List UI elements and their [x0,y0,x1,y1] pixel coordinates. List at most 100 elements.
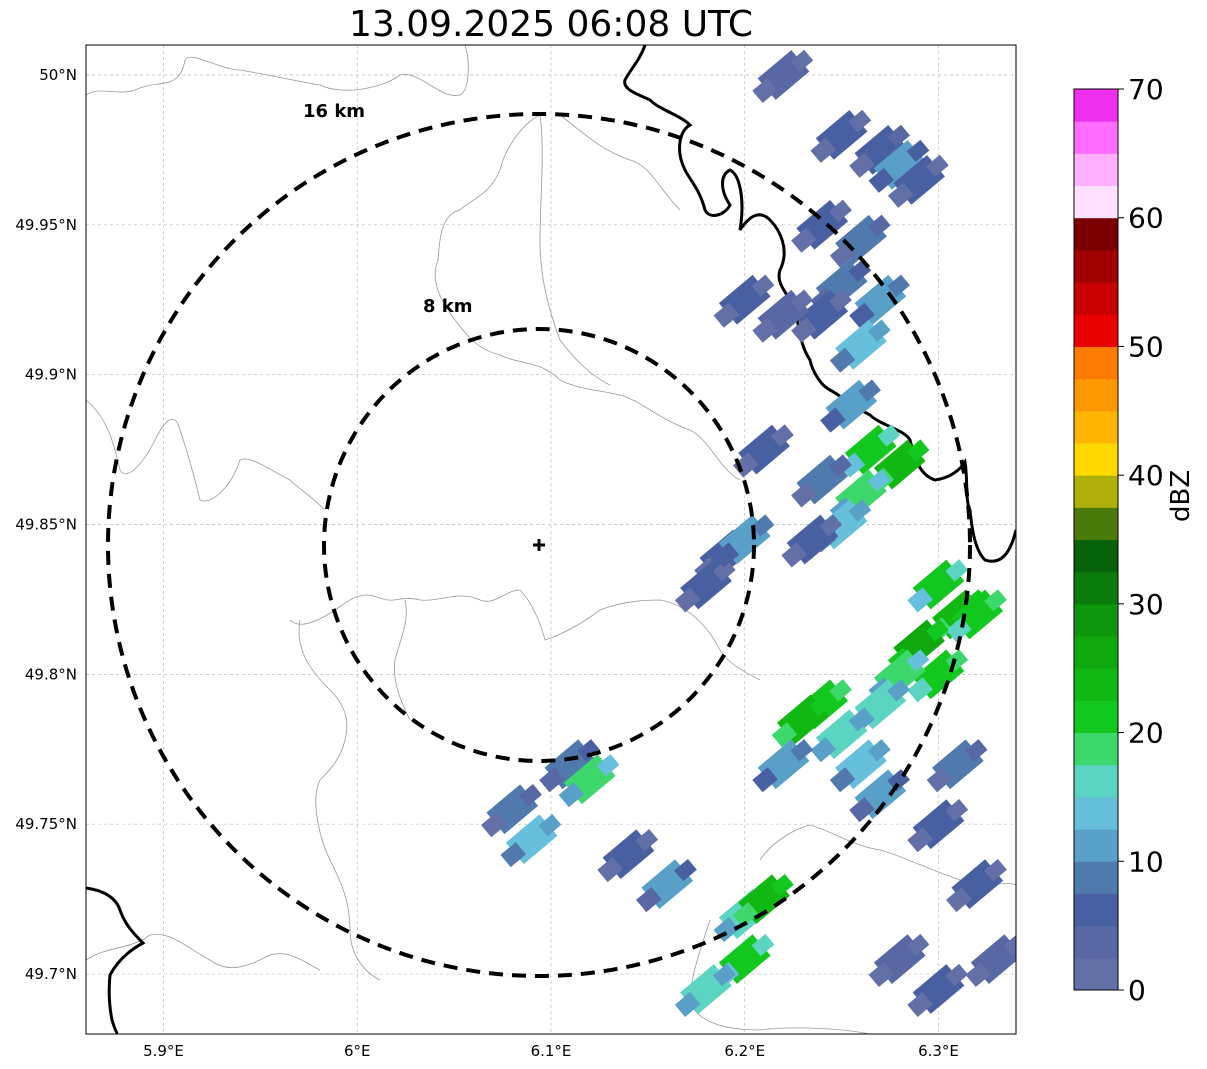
radar-echo-edge [781,542,807,568]
radar-echo-edge [810,737,837,763]
radar-echo-cell [732,424,794,478]
radar-echo-edge [674,858,697,882]
colorbar-label: dBZ [1166,469,1196,522]
colorbar-segment [1074,603,1118,637]
radar-echo-edge [848,499,872,522]
radar-echo-edge [906,439,930,462]
range-ring-16km [106,112,972,978]
radar-echo-cell [868,139,930,193]
colorbar-tick-label: 10 [1128,845,1164,878]
colorbar-segment [1074,507,1118,540]
radar-echo-edge [848,709,872,732]
lat-tick-label: 50°N [39,66,77,84]
colorbar-segment [1074,442,1118,476]
radar-echo-edge [829,242,856,268]
radar-echo-edge [770,424,794,447]
radar-echo-cell [839,424,901,478]
national-border [86,45,1016,1034]
colorbar-segment [1074,217,1118,251]
radar-echo-edge [829,454,852,477]
lat-tick-label: 49.7°N [25,965,77,983]
radar-echo-edge [887,124,911,148]
radar-echo-edge [790,289,814,312]
radar-echo-cell [829,319,891,373]
radar-echo-edge [829,347,856,373]
radar-echo-edge [906,139,930,163]
radar-echo-edge [868,167,895,193]
radar-echo-edge [751,514,775,537]
radar-echo-edge [849,302,875,328]
radar-echo-edge [849,152,875,178]
radar-echo-edge [791,317,817,343]
colorbar-segment [1074,571,1118,605]
radar-echo-cell [771,694,833,748]
radar-echo-edge [925,154,949,177]
radar-echo-edge [849,797,875,823]
radar-echo-cell [752,289,814,343]
radar-echo-cell [946,858,1007,913]
radar-site-marker [533,539,545,551]
radar-echo-cell [752,49,814,103]
map-frame [85,44,1017,1035]
radar-echo-edge [887,679,911,702]
lon-tick-label: 6.3°E [918,1042,959,1060]
radar-echo-cell [849,274,911,328]
gridlines [86,45,1016,1034]
radar-echo-edge [946,887,972,913]
colorbar-segment [1074,861,1118,894]
radar-echo-cell [887,154,949,208]
radar-echo-cell [965,933,1016,988]
colorbar-segment [1074,636,1118,669]
radar-echo-edge [674,587,701,613]
radar-echo-edge [790,49,814,73]
radar-echo-cell [810,709,872,763]
radar-echo-edge [887,182,914,208]
colorbar-segment [1074,925,1118,959]
radar-echo-cell [500,814,562,868]
radar-echo-edge [820,407,846,433]
radar-echo-edge [791,482,817,508]
colorbar-segment [1074,539,1118,573]
radar-echo-edge [907,991,933,1018]
radar-reflectivity-layer [481,49,1016,1018]
radar-echo-cell [597,829,659,883]
radar-echo-edge [906,649,930,672]
radar-echo-edge [810,137,837,163]
radar-echo-edge [500,842,527,868]
axis-tick-labels: 5.9°E 6°E 6.1°E 6.2°E 6.3°E 50°N 49.95°N 49.9°N… [15,66,959,1060]
colorbar: 0 10 20 30 40 50 60 70 [1073,73,1164,1007]
radar-echo-edge [965,961,992,988]
radar-echo-edge [877,424,901,447]
radar-echo-cell [868,933,930,988]
colorbar-segment [1074,957,1118,991]
radar-echo-cell [791,289,852,343]
colorbar-tick-label: 50 [1128,330,1164,363]
radar-echo-cell [539,739,601,793]
ring-label-16km: 16 km [303,101,365,122]
colorbar-segment [1074,796,1118,830]
radar-echo-edge [925,619,949,642]
radar-echo-edge [867,469,891,492]
range-rings [106,112,972,978]
lat-tick-label: 49.75°N [15,815,77,833]
radar-echo-edge [829,679,852,702]
radar-echo-edge [752,767,778,793]
colorbar-tick-label: 40 [1128,459,1164,492]
radar-echo-cell [732,873,794,928]
radar-echo-edge [946,617,972,643]
colorbar-segment [1074,764,1118,798]
map-title: 13.09.2025 06:08 UTC [348,4,754,45]
radar-echo-edge [1003,933,1016,957]
radar-echo-edge [558,782,585,808]
radar-echo-edge [964,739,988,762]
radar-echo-edge [868,961,895,988]
radar-echo-cell [481,784,542,838]
range-ring-8km [322,327,756,763]
radar-echo-edge [751,933,775,957]
radar-echo-edge [752,77,778,103]
radar-echo-cell [674,963,736,1018]
radar-echo-edge [829,767,856,793]
radar-echo-edge [519,784,542,807]
radar-echo-edge [945,559,969,582]
colorbar-segment [1074,185,1118,219]
